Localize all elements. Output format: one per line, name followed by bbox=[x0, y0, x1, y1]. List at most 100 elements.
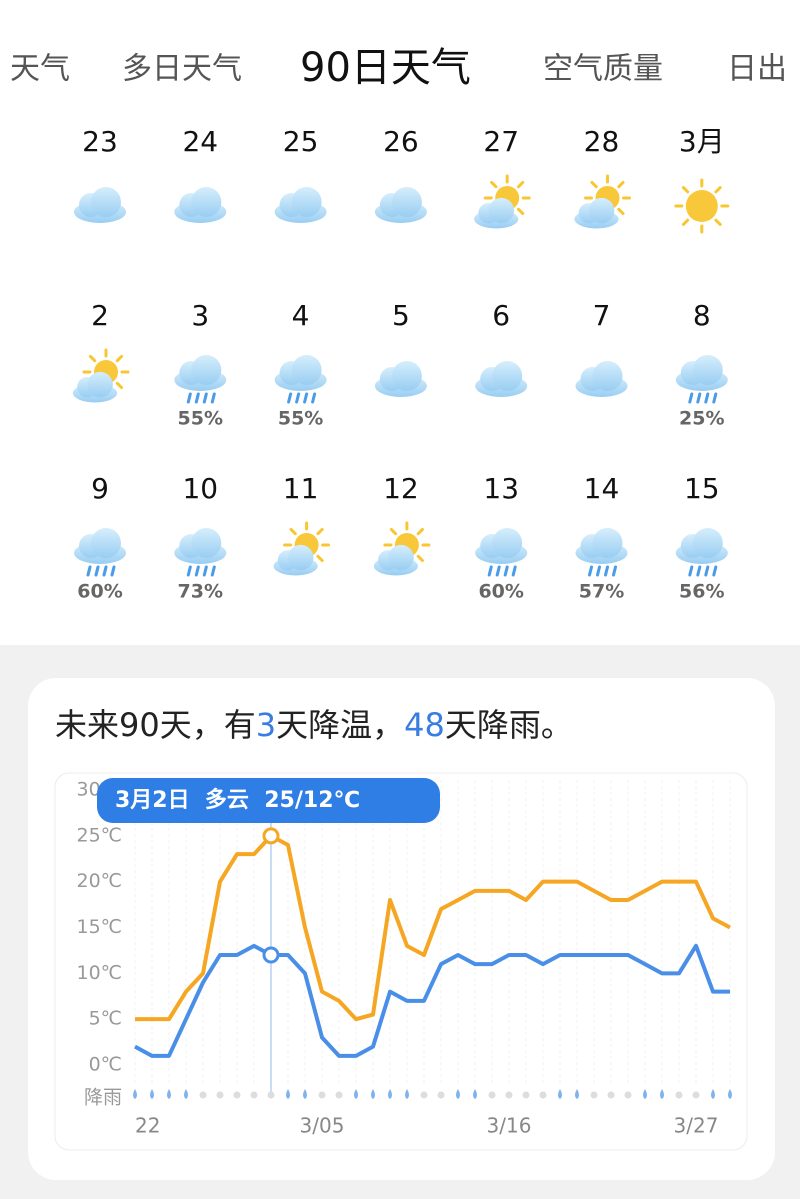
dry-indicator bbox=[199, 1091, 207, 1099]
rain-drop bbox=[102, 565, 108, 577]
rain-drop bbox=[311, 392, 317, 404]
rain-drop bbox=[688, 392, 694, 404]
day-label: 28 bbox=[584, 125, 620, 158]
summary-text: 天降温， bbox=[276, 706, 404, 744]
weather-icon bbox=[475, 361, 528, 397]
rain-label: 降雨 bbox=[84, 1087, 122, 1109]
sun-ray bbox=[681, 218, 690, 226]
rain-drop bbox=[186, 392, 192, 404]
sun-ray bbox=[416, 527, 424, 536]
weather-icon bbox=[374, 187, 427, 223]
cloud-part bbox=[391, 187, 422, 217]
weather-icon bbox=[674, 178, 730, 234]
cloud-part bbox=[91, 528, 121, 558]
weather-icon bbox=[72, 348, 130, 403]
cloud-part bbox=[388, 544, 414, 571]
temperature-line bbox=[135, 833, 731, 1022]
dry-indicator bbox=[250, 1091, 258, 1099]
y-tick-label: 25℃ bbox=[76, 824, 122, 846]
rain-indicator bbox=[405, 1089, 409, 1099]
day-label: 10 bbox=[182, 472, 218, 505]
weather-icon bbox=[174, 355, 227, 404]
sun-ray bbox=[88, 354, 97, 363]
summary-text: 未来90天，有 bbox=[55, 706, 256, 744]
rain-indicator bbox=[643, 1089, 647, 1099]
cloud-part bbox=[191, 187, 222, 217]
precip-label: 56% bbox=[679, 581, 724, 603]
tab[interactable]: 日出 bbox=[727, 52, 787, 87]
y-tick-label: 5℃ bbox=[89, 1008, 122, 1030]
day-label: 15 bbox=[684, 472, 720, 505]
weather-icon bbox=[374, 361, 427, 397]
rain-indicator bbox=[133, 1089, 137, 1099]
day-label: 2 bbox=[91, 299, 109, 332]
dry-indicator bbox=[318, 1091, 326, 1099]
tooltip-text: 3月2日 多云 25/12℃ bbox=[115, 787, 360, 813]
rain-drop bbox=[612, 565, 617, 577]
weather-icon bbox=[174, 187, 227, 223]
day-label: 4 bbox=[292, 299, 310, 332]
tab[interactable]: 空气质量 bbox=[543, 52, 663, 87]
dry-indicator bbox=[675, 1091, 683, 1099]
weather-icon bbox=[475, 528, 528, 577]
rain-drop bbox=[495, 565, 501, 577]
precip-label: 55% bbox=[278, 408, 323, 430]
rain-drop bbox=[194, 392, 200, 404]
rain-drop bbox=[688, 565, 694, 577]
day-label: 7 bbox=[593, 299, 611, 332]
sun-ray bbox=[617, 180, 625, 189]
x-tick-label: 3/27 bbox=[674, 1114, 719, 1138]
dry-indicator bbox=[216, 1091, 224, 1099]
rain-drop bbox=[210, 392, 216, 404]
sun-ray bbox=[517, 207, 525, 216]
rain-indicator bbox=[286, 1089, 290, 1099]
day-label: 25 bbox=[283, 125, 319, 158]
sun-ray bbox=[316, 554, 324, 563]
summary-text: 天降雨。 bbox=[445, 706, 573, 744]
precip-label: 25% bbox=[679, 408, 724, 430]
dry-indicator bbox=[590, 1091, 598, 1099]
cloud-part bbox=[492, 528, 523, 558]
rain-indicator bbox=[371, 1089, 375, 1099]
tab[interactable]: 90日天气 bbox=[300, 45, 471, 91]
rain-drop bbox=[303, 392, 309, 404]
day-label: 11 bbox=[283, 472, 319, 505]
cloud-part bbox=[592, 361, 623, 391]
dry-indicator bbox=[522, 1091, 530, 1099]
rain-drop bbox=[704, 392, 710, 404]
day-label: 23 bbox=[82, 125, 118, 158]
y-tick-label: 10℃ bbox=[76, 962, 122, 984]
rain-drop bbox=[94, 565, 100, 577]
dry-indicator bbox=[437, 1091, 445, 1099]
sun-ray bbox=[389, 527, 398, 536]
cloud-part bbox=[91, 187, 121, 217]
rain-drop bbox=[696, 392, 702, 404]
weather-icon bbox=[174, 528, 227, 577]
rain-indicator bbox=[303, 1089, 307, 1099]
rain-drop bbox=[194, 565, 200, 577]
rain-drop bbox=[511, 565, 517, 577]
x-tick-label: 3/16 bbox=[487, 1114, 532, 1138]
dry-indicator bbox=[267, 1091, 275, 1099]
x-tick-label: 3/05 bbox=[300, 1114, 345, 1138]
weather-icon bbox=[575, 528, 628, 577]
rain-indicator bbox=[354, 1089, 358, 1099]
sun-ray bbox=[115, 354, 124, 363]
rain-drop bbox=[210, 565, 216, 577]
day-label: 3 bbox=[191, 299, 209, 332]
tab[interactable]: 多日天气 bbox=[122, 52, 242, 87]
day-label: 12 bbox=[383, 472, 419, 505]
rain-drop bbox=[696, 565, 702, 577]
rain-drop bbox=[295, 392, 301, 404]
dry-indicator bbox=[233, 1091, 241, 1099]
cloud-part bbox=[492, 361, 523, 391]
rain-indicator bbox=[456, 1089, 460, 1099]
cloud-part bbox=[191, 528, 222, 558]
rain-indicator bbox=[711, 1089, 715, 1099]
summary-highlight: 48 bbox=[404, 706, 445, 744]
precip-label: 73% bbox=[178, 581, 223, 603]
tab[interactable]: 天气 bbox=[10, 52, 70, 87]
rain-drop bbox=[503, 565, 509, 577]
day-label: 3月 bbox=[679, 125, 725, 158]
